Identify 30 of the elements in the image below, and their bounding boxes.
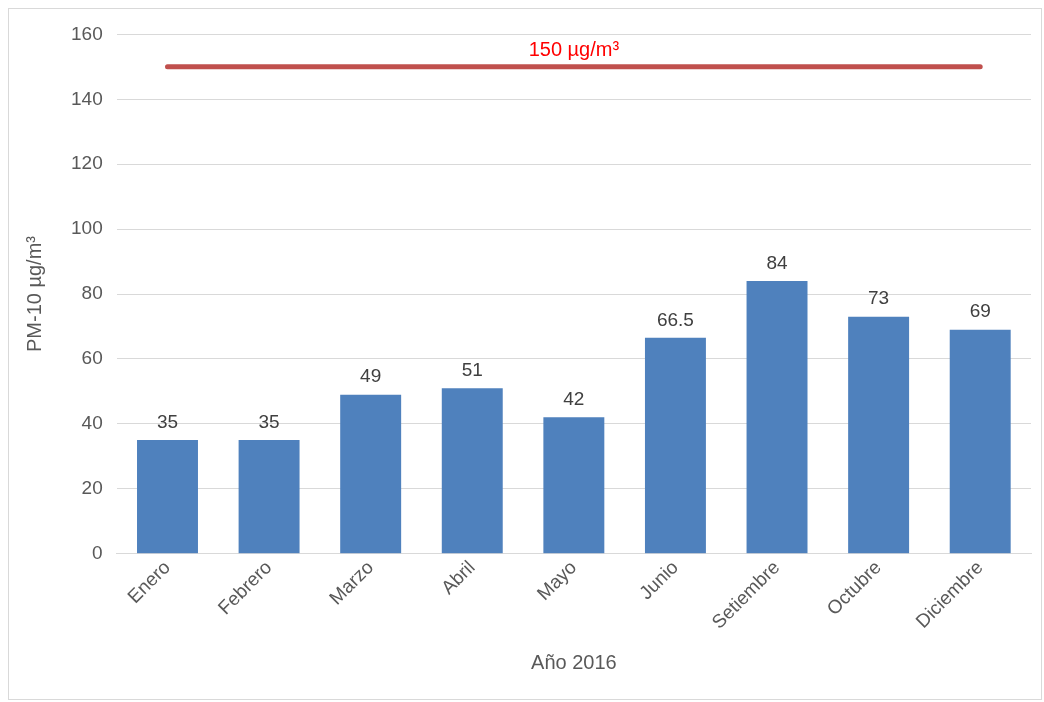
x-axis-title: Año 2016: [531, 650, 617, 673]
data-label: 69: [969, 300, 991, 322]
y-tick-label: 20: [81, 476, 103, 498]
bar: [340, 394, 402, 554]
data-label: 42: [563, 388, 585, 410]
bar: [746, 281, 808, 554]
bar: [543, 417, 605, 554]
ref-line-label: 150 µg/m³: [528, 38, 620, 61]
y-tick-label: 80: [81, 282, 103, 304]
data-label: 51: [461, 358, 483, 380]
y-tick-label: 0: [92, 541, 103, 563]
y-tick-label: 140: [71, 87, 103, 109]
bar: [238, 440, 300, 554]
data-label: 49: [360, 365, 382, 387]
y-tick-label: 120: [71, 152, 103, 174]
data-label: 35: [156, 410, 179, 432]
y-tick-label: 100: [71, 217, 103, 239]
data-label: 66.5: [656, 308, 694, 330]
y-axis-title: PM-10 µg/m³: [22, 235, 45, 353]
data-label: 84: [766, 251, 789, 273]
y-tick-label: 60: [81, 347, 103, 369]
bar: [644, 337, 706, 554]
bar: [137, 440, 198, 554]
bar: [441, 388, 503, 554]
bar: [848, 316, 910, 554]
y-tick-label: 40: [81, 412, 103, 434]
data-label: 35: [258, 410, 280, 432]
data-label: 73: [868, 287, 890, 309]
y-tick-label: 160: [71, 22, 103, 44]
bar: [949, 329, 1011, 554]
